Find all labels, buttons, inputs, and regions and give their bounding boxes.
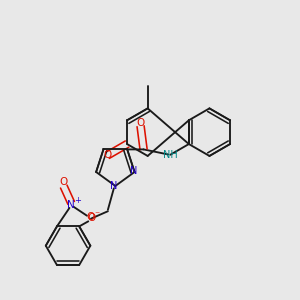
Text: O: O — [86, 212, 94, 222]
Text: N: N — [67, 200, 75, 210]
Text: +: + — [74, 196, 81, 205]
Text: O: O — [88, 213, 96, 224]
Text: O: O — [103, 150, 112, 160]
Text: N: N — [130, 166, 137, 176]
Text: O: O — [59, 177, 67, 187]
Text: ⁻: ⁻ — [94, 211, 99, 221]
Text: NH: NH — [163, 150, 178, 160]
Text: O: O — [136, 118, 145, 128]
Text: N: N — [110, 181, 117, 191]
